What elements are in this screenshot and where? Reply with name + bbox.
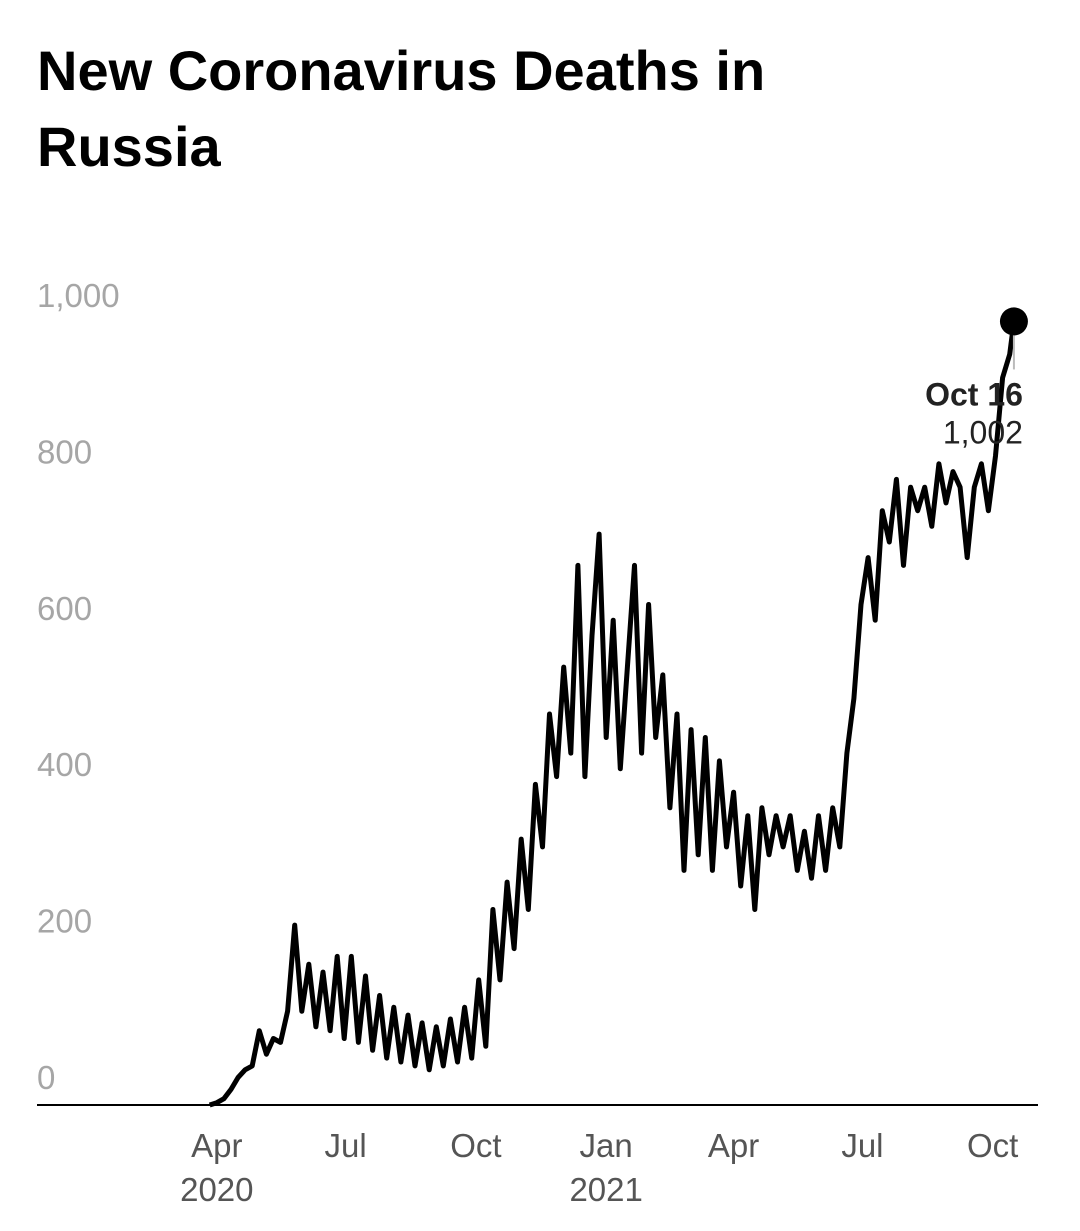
y-tick-label: 0	[37, 1059, 55, 1096]
end-point	[999, 307, 1028, 336]
x-tick-year: 2020	[180, 1171, 253, 1208]
x-tick-year: 2021	[569, 1171, 642, 1208]
x-tick-label: Apr	[191, 1127, 242, 1164]
annotation-date: Oct 16	[925, 376, 1023, 412]
y-tick-label: 800	[37, 433, 92, 470]
y-tick-label: 1,000	[37, 277, 120, 314]
value-label: 1,002	[943, 414, 1023, 450]
x-tick-label: Jan	[580, 1127, 633, 1164]
x-tick-label: Jul	[841, 1127, 883, 1164]
chart-title: New Coronavirus Deaths in Russia	[37, 39, 765, 178]
data-line	[208, 321, 1017, 1108]
x-tick-label: Oct	[967, 1127, 1018, 1164]
y-tick-label: 200	[37, 903, 92, 940]
x-tick-label: Oct	[450, 1127, 501, 1164]
x-tick-label: Apr	[708, 1127, 759, 1164]
y-tick-label: 600	[37, 590, 92, 627]
x-tick-label: Jul	[325, 1127, 367, 1164]
y-tick-label: 400	[37, 746, 92, 783]
